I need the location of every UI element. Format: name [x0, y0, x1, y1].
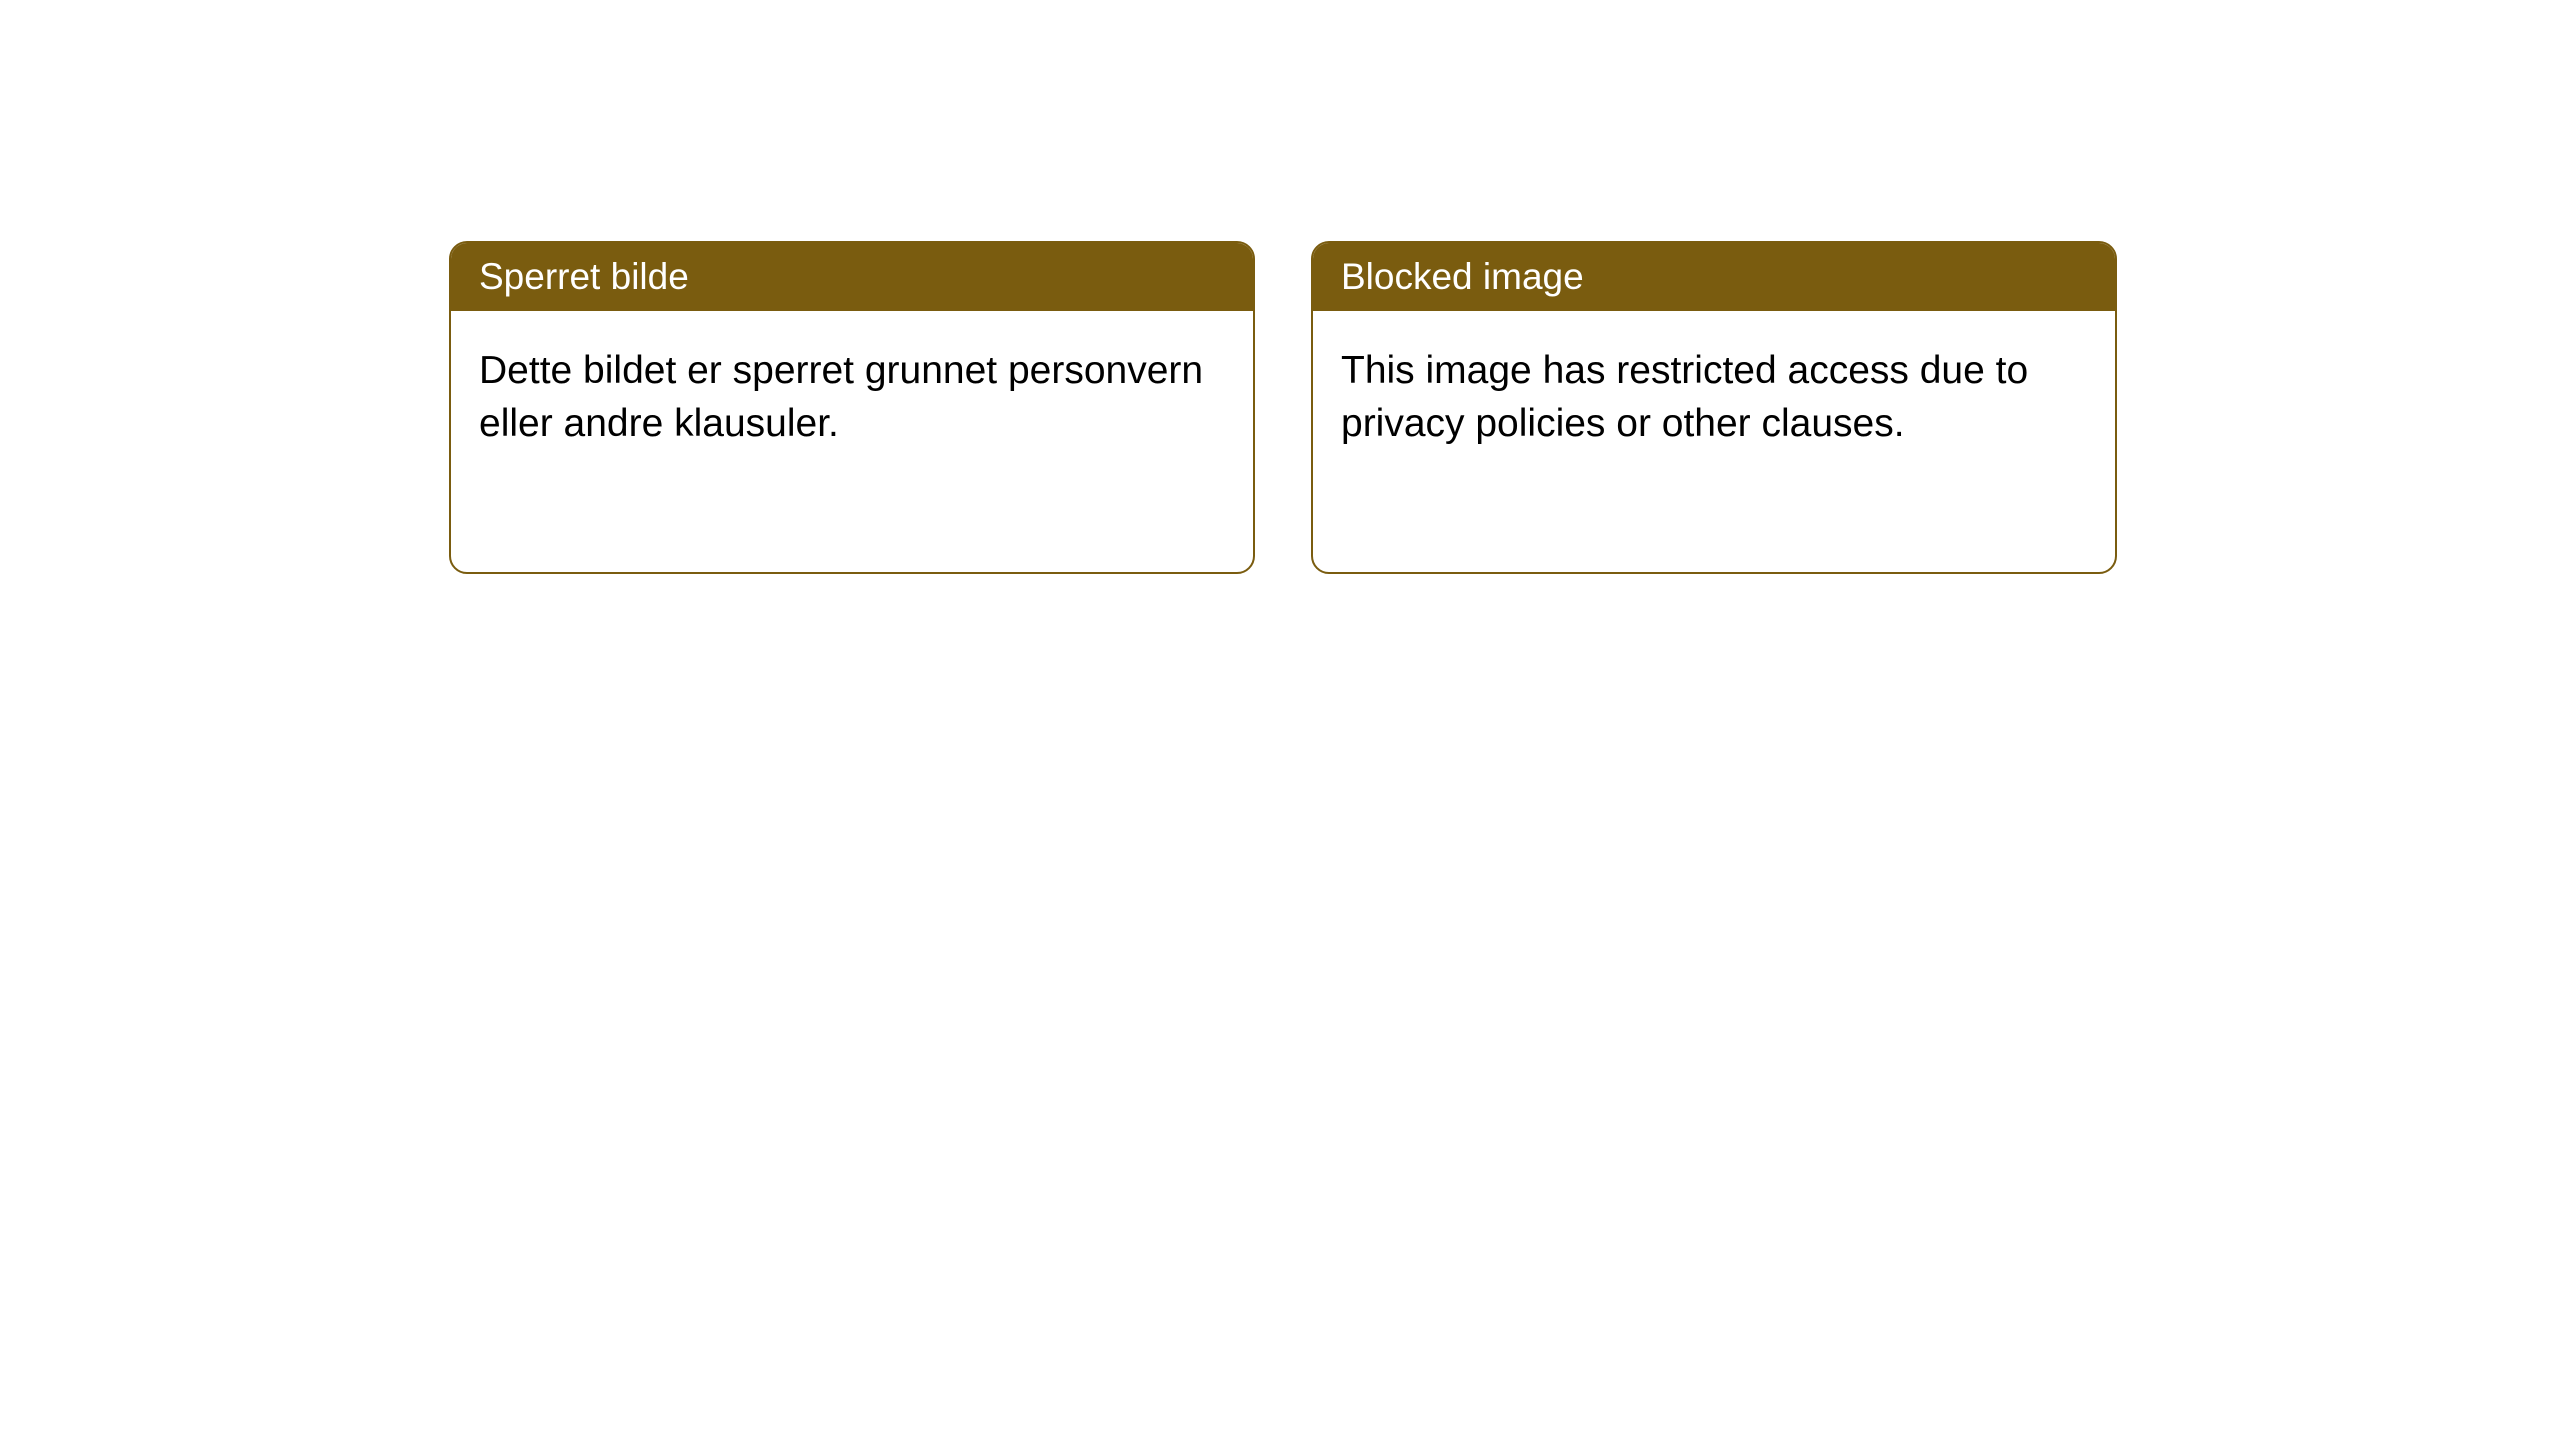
notice-body-text: Dette bildet er sperret grunnet personve…: [479, 349, 1203, 445]
notice-container: Sperret bilde Dette bildet er sperret gr…: [0, 0, 2560, 574]
notice-card-no: Sperret bilde Dette bildet er sperret gr…: [449, 241, 1255, 574]
notice-card-header: Sperret bilde: [451, 243, 1253, 311]
notice-title: Sperret bilde: [479, 256, 689, 297]
notice-card-body: Dette bildet er sperret grunnet personve…: [451, 311, 1253, 484]
notice-title: Blocked image: [1341, 256, 1584, 297]
notice-card-body: This image has restricted access due to …: [1313, 311, 2115, 484]
notice-body-text: This image has restricted access due to …: [1341, 349, 2028, 445]
notice-card-header: Blocked image: [1313, 243, 2115, 311]
notice-card-en: Blocked image This image has restricted …: [1311, 241, 2117, 574]
